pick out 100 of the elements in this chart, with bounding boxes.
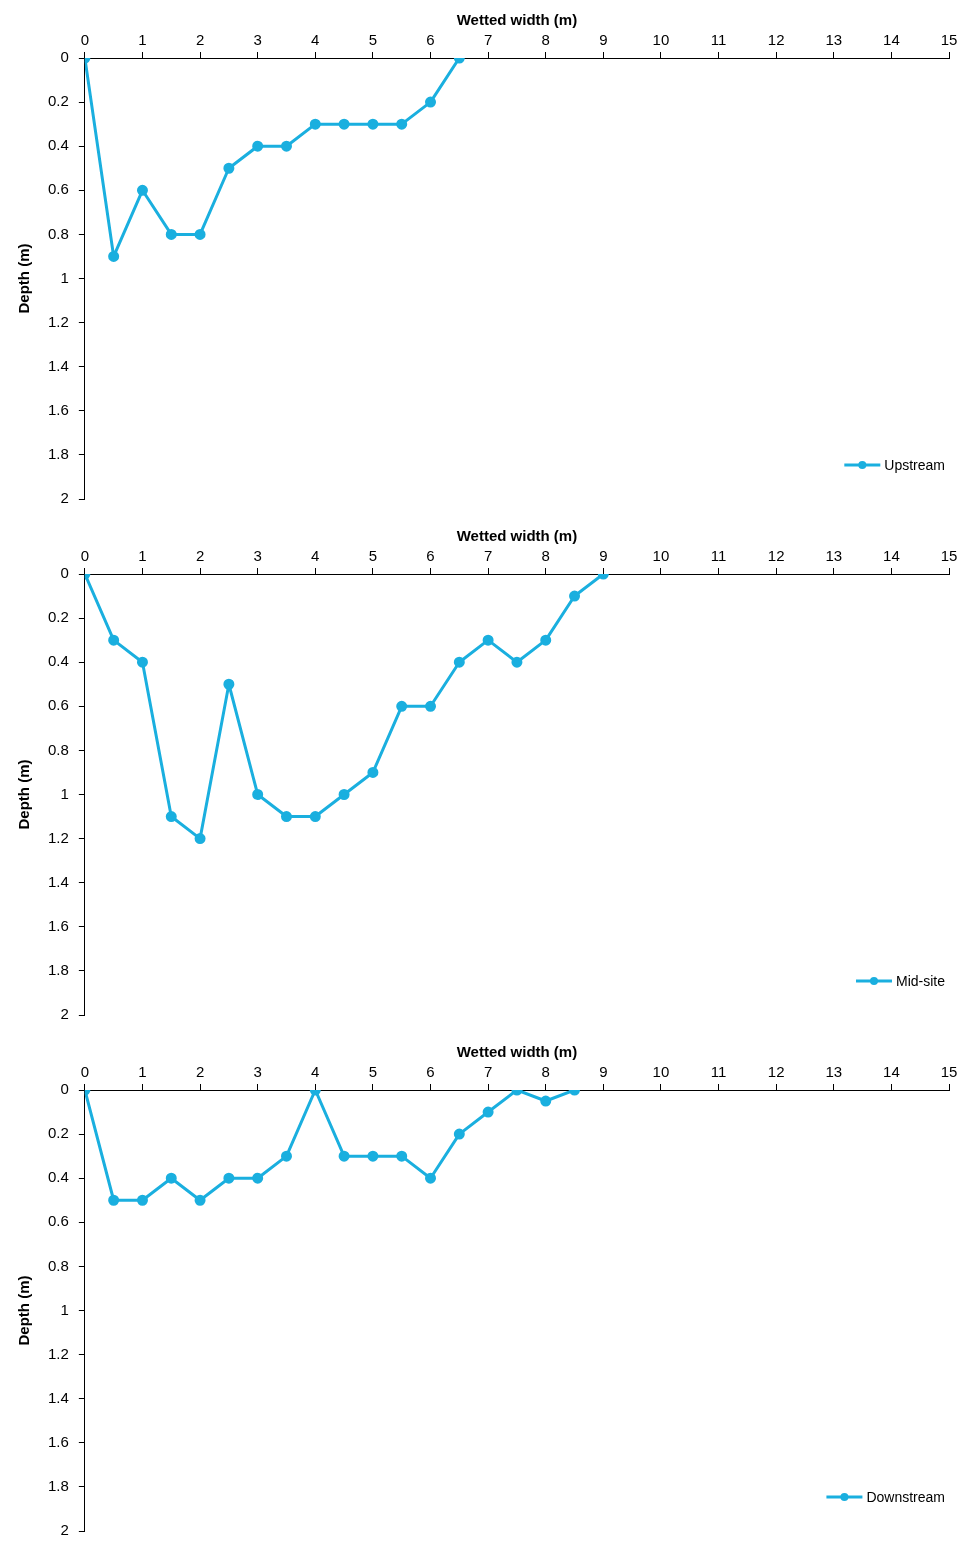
y-axis-title: Depth (m) (15, 759, 33, 830)
y-tick-label: 1 (60, 784, 69, 802)
y-tick-label: 0.2 (47, 92, 69, 110)
x-tick-label: 12 (767, 547, 785, 565)
x-axis-title: Wetted width (m) (456, 1043, 578, 1061)
point (338, 789, 350, 800)
y-tick-label: 2 (60, 1521, 69, 1539)
y-tick-label: 0.4 (47, 136, 69, 154)
x-tick-label: 2 (195, 547, 205, 565)
x-tick-label: 11 (710, 1063, 727, 1081)
x-tick-label: 7 (483, 1063, 493, 1081)
y-tick-label: 1.4 (47, 872, 69, 890)
x-tick-label: 7 (483, 31, 493, 49)
y-tick-label: 0.6 (47, 180, 69, 198)
x-tick-label: 9 (599, 1063, 608, 1081)
y-tick-label: 0.8 (47, 740, 69, 758)
y-tick-label: 0 (60, 564, 69, 582)
y-tick-label: 0.4 (47, 1168, 69, 1186)
x-tick-label: 6 (426, 547, 435, 565)
x-tick-label: 12 (767, 31, 785, 49)
y-tick-label: 0.6 (47, 1212, 69, 1230)
point (223, 678, 235, 690)
x-tick-label: 6 (426, 31, 435, 49)
x-tick-label: 14 (883, 31, 900, 49)
legend-label: Downstream (866, 1488, 946, 1505)
point (569, 590, 581, 602)
y-tick-label: 1.8 (47, 1477, 69, 1495)
point (396, 700, 408, 712)
x-tick-label: 7 (483, 547, 493, 565)
point (136, 184, 148, 196)
point (396, 118, 408, 130)
y-tick-label: 1 (60, 268, 69, 286)
x-tick-label: 0 (80, 1063, 90, 1081)
x-tick-label: 5 (368, 547, 378, 565)
y-tick-label: 1.2 (47, 1344, 69, 1362)
point (309, 811, 321, 823)
point (280, 140, 292, 152)
x-tick-label: 10 (652, 31, 670, 49)
legend-label: Mid-site (895, 972, 946, 989)
y-tick-label: 1 (60, 1300, 69, 1318)
y-tick-label: 2 (60, 489, 69, 507)
y-axis-title: Depth (m) (15, 1275, 33, 1346)
y-tick-label: 0 (60, 1080, 69, 1098)
point (482, 634, 494, 646)
y-axis-title: Depth (m) (15, 243, 33, 314)
point (540, 634, 552, 646)
x-tick-label: 11 (710, 31, 727, 49)
x-tick-label: 3 (253, 547, 262, 565)
y-tick-label: 2 (60, 1005, 69, 1023)
y-tick-label: 0 (60, 48, 69, 66)
point (252, 789, 264, 800)
x-tick-label: 12 (767, 1063, 785, 1081)
x-tick-label: 13 (825, 31, 843, 49)
point (108, 250, 120, 262)
point (165, 228, 177, 240)
y-tick-label: 1.6 (47, 400, 69, 418)
x-tick-label: 14 (883, 1063, 900, 1081)
x-tick-label: 13 (825, 547, 843, 565)
x-axis-title: Wetted width (m) (456, 527, 578, 545)
x-tick-label: 15 (940, 1063, 958, 1081)
x-tick-label: 15 (940, 31, 958, 49)
x-tick-label: 10 (652, 547, 670, 565)
x-tick-label: 8 (541, 1063, 550, 1081)
point (136, 656, 148, 668)
x-tick-label: 15 (940, 547, 958, 565)
point (194, 228, 206, 240)
x-tick-label: 13 (825, 1063, 843, 1081)
point (108, 634, 120, 646)
y-tick-label: 1.6 (47, 916, 69, 934)
x-tick-label: 10 (652, 1063, 670, 1081)
legend-label: Upstream (884, 456, 945, 473)
y-tick-label: 1.8 (47, 445, 69, 463)
x-tick-label: 5 (368, 31, 378, 49)
x-tick-label: 8 (541, 547, 550, 565)
x-tick-label: 4 (311, 547, 320, 565)
point (367, 118, 379, 130)
x-tick-label: 0 (80, 31, 90, 49)
y-tick-label: 1.4 (47, 1388, 69, 1406)
y-tick-label: 0.6 (47, 696, 69, 714)
x-tick-label: 14 (883, 547, 900, 565)
point (425, 700, 437, 712)
point (252, 140, 264, 152)
x-tick-label: 5 (368, 1063, 378, 1081)
x-tick-label: 0 (80, 547, 90, 565)
x-tick-label: 2 (195, 31, 205, 49)
y-tick-label: 0.8 (47, 1256, 69, 1274)
x-tick-label: 9 (599, 31, 608, 49)
y-tick-label: 0.4 (47, 652, 69, 670)
x-tick-label: 11 (710, 547, 727, 565)
y-tick-label: 1.2 (47, 312, 69, 330)
y-tick-label: 1.8 (47, 961, 69, 979)
x-tick-label: 4 (311, 1063, 320, 1081)
x-tick-label: 1 (138, 1063, 147, 1081)
x-tick-label: 3 (253, 31, 262, 49)
y-tick-label: 0.2 (47, 608, 69, 626)
point (280, 811, 292, 823)
x-tick-label: 8 (541, 31, 550, 49)
y-tick-label: 1.2 (47, 828, 69, 846)
point (338, 118, 350, 130)
x-tick-label: 2 (195, 1063, 205, 1081)
